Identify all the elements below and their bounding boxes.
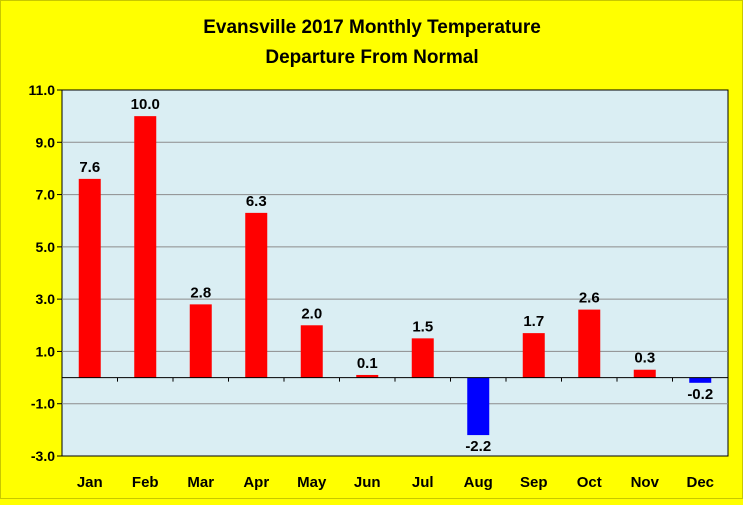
x-category-label: Jul xyxy=(412,474,434,491)
x-category-label: Feb xyxy=(132,474,159,491)
bar-nov xyxy=(633,369,656,378)
y-tick-label: 7.0 xyxy=(36,187,56,203)
bar-jun xyxy=(356,374,379,378)
bar-may xyxy=(300,325,323,378)
x-category-label: Dec xyxy=(686,474,714,491)
x-category-label: Jun xyxy=(354,474,381,491)
bar-apr xyxy=(245,212,268,378)
y-tick-label: -1.0 xyxy=(31,396,55,412)
x-category-label: May xyxy=(297,474,327,491)
data-label: 2.6 xyxy=(579,290,600,307)
data-label: 1.7 xyxy=(523,313,544,330)
data-labels: 7.6 Jan 10.0 Feb 2.8 Mar 6.3 Apr 2.0 May 0.1 Jun 1.5… xyxy=(77,96,714,491)
data-label: -2.2 xyxy=(465,438,491,455)
chart-title-line-2: Departure From Normal xyxy=(265,47,478,68)
bar-jan xyxy=(78,178,101,378)
data-label: 0.1 xyxy=(357,355,378,372)
y-tick-label: -3.0 xyxy=(31,448,55,464)
x-category-label: Aug xyxy=(464,474,493,491)
data-label: 1.5 xyxy=(412,318,433,335)
bars xyxy=(78,116,712,436)
axes: 11.0 9.0 7.0 5.0 3.0 1.0 -1.0 -3.0 xyxy=(29,82,729,464)
bar-mar xyxy=(189,304,212,378)
bar-jul xyxy=(411,338,434,378)
x-category-label: Nov xyxy=(631,474,660,491)
gridlines xyxy=(62,141,728,405)
bar-dec xyxy=(689,377,712,383)
data-label: 2.8 xyxy=(190,284,211,301)
data-label: 2.0 xyxy=(301,305,322,322)
data-label: 6.3 xyxy=(246,193,267,210)
y-tick-label: 9.0 xyxy=(36,134,56,150)
y-tick-label: 1.0 xyxy=(36,343,56,359)
data-label: -0.2 xyxy=(687,386,713,403)
data-label: 7.6 xyxy=(79,159,100,176)
x-category-label: Oct xyxy=(577,474,602,491)
y-tick-label: 5.0 xyxy=(36,239,56,255)
x-category-label: Apr xyxy=(243,474,269,491)
bar-aug xyxy=(467,377,490,436)
x-category-label: Jan xyxy=(77,474,103,491)
y-tick-label: 3.0 xyxy=(36,291,56,307)
bar-sep xyxy=(522,333,545,378)
chart-title-line-1: Evansville 2017 Monthly Temperature xyxy=(203,17,541,38)
data-label: 0.3 xyxy=(634,350,655,367)
data-label: 10.0 xyxy=(131,96,160,113)
plot-area xyxy=(61,89,729,457)
x-category-label: Mar xyxy=(187,474,214,491)
x-category-label: Sep xyxy=(520,474,548,491)
bar-oct xyxy=(578,309,601,378)
y-tick-label: 11.0 xyxy=(29,82,56,98)
bar-feb xyxy=(134,116,157,378)
